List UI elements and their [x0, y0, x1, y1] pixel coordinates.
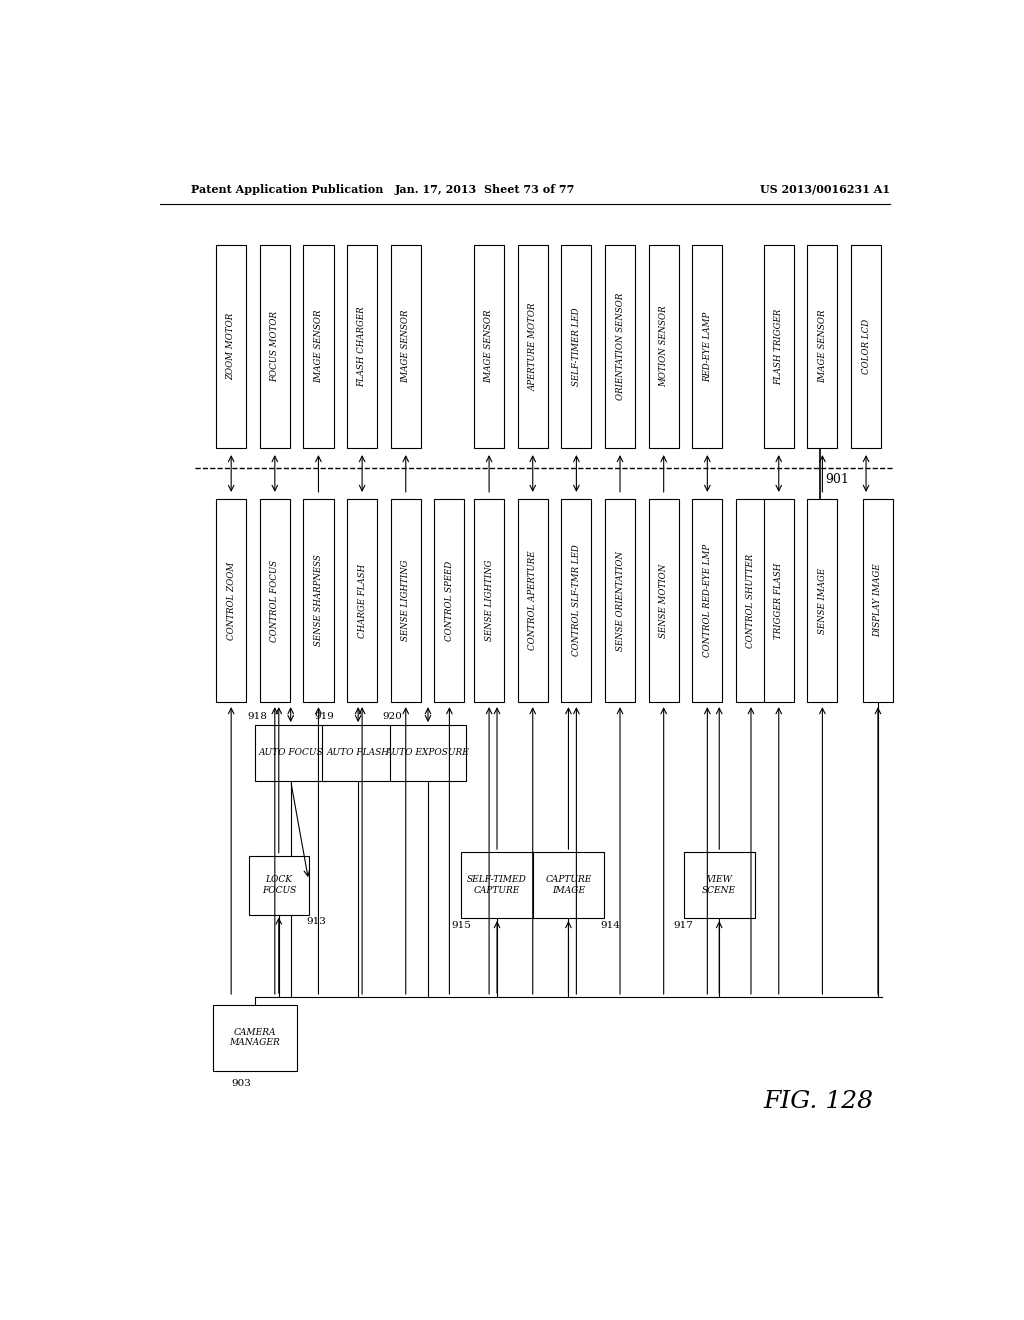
Text: CONTROL SLF-TMR LED: CONTROL SLF-TMR LED	[571, 545, 581, 656]
Text: Patent Application Publication: Patent Application Publication	[191, 183, 384, 195]
Text: MOTION SENSOR: MOTION SENSOR	[659, 306, 669, 387]
FancyBboxPatch shape	[648, 244, 679, 447]
FancyBboxPatch shape	[347, 499, 377, 702]
FancyBboxPatch shape	[807, 244, 838, 447]
Text: IMAGE SENSOR: IMAGE SENSOR	[314, 310, 323, 383]
FancyBboxPatch shape	[474, 244, 504, 447]
FancyBboxPatch shape	[216, 499, 246, 702]
Text: CHARGE FLASH: CHARGE FLASH	[357, 564, 367, 638]
Text: 917: 917	[673, 921, 693, 929]
Text: AUTO FLASH: AUTO FLASH	[327, 748, 390, 758]
Text: 919: 919	[314, 713, 335, 722]
Text: 914: 914	[600, 921, 621, 929]
FancyBboxPatch shape	[764, 244, 794, 447]
Text: APERTURE MOTOR: APERTURE MOTOR	[528, 302, 538, 391]
Text: 918: 918	[247, 713, 267, 722]
FancyBboxPatch shape	[303, 244, 334, 447]
FancyBboxPatch shape	[347, 244, 377, 447]
FancyBboxPatch shape	[863, 499, 893, 702]
Text: ORIENTATION SENSOR: ORIENTATION SENSOR	[615, 293, 625, 400]
FancyBboxPatch shape	[518, 244, 548, 447]
Text: VIEW
SCENE: VIEW SCENE	[702, 875, 736, 895]
FancyBboxPatch shape	[605, 244, 635, 447]
FancyBboxPatch shape	[807, 499, 838, 702]
FancyBboxPatch shape	[736, 499, 766, 702]
FancyBboxPatch shape	[213, 1005, 297, 1071]
Text: CONTROL FOCUS: CONTROL FOCUS	[270, 560, 280, 642]
Text: US 2013/0016231 A1: US 2013/0016231 A1	[760, 183, 890, 195]
Text: SENSE IMAGE: SENSE IMAGE	[818, 568, 827, 634]
Text: AUTO FOCUS: AUTO FOCUS	[258, 748, 323, 758]
FancyBboxPatch shape	[518, 499, 548, 702]
Text: CONTROL SHUTTER: CONTROL SHUTTER	[746, 553, 756, 648]
Text: DISPLAY IMAGE: DISPLAY IMAGE	[873, 564, 883, 638]
Text: 903: 903	[231, 1080, 251, 1089]
Text: SENSE LIGHTING: SENSE LIGHTING	[484, 560, 494, 642]
Text: CONTROL ZOOM: CONTROL ZOOM	[226, 561, 236, 640]
Text: CAMERA
MANAGER: CAMERA MANAGER	[229, 1028, 281, 1047]
Text: SENSE ORIENTATION: SENSE ORIENTATION	[615, 550, 625, 651]
FancyBboxPatch shape	[648, 499, 679, 702]
FancyBboxPatch shape	[391, 499, 421, 702]
FancyBboxPatch shape	[323, 725, 394, 781]
Text: CONTROL APERTURE: CONTROL APERTURE	[528, 550, 538, 651]
FancyBboxPatch shape	[303, 499, 334, 702]
Text: CONTROL SPEED: CONTROL SPEED	[444, 561, 454, 640]
Text: IMAGE SENSOR: IMAGE SENSOR	[401, 310, 411, 383]
Text: ZOOM MOTOR: ZOOM MOTOR	[226, 313, 236, 380]
FancyBboxPatch shape	[216, 244, 246, 447]
Text: FIG. 128: FIG. 128	[763, 1090, 872, 1113]
FancyBboxPatch shape	[255, 725, 327, 781]
FancyBboxPatch shape	[764, 499, 794, 702]
FancyBboxPatch shape	[260, 499, 290, 702]
Text: 913: 913	[306, 917, 327, 925]
Text: RED-EYE LAMP: RED-EYE LAMP	[702, 312, 712, 381]
Text: SENSE MOTION: SENSE MOTION	[659, 564, 669, 638]
FancyBboxPatch shape	[390, 725, 466, 781]
FancyBboxPatch shape	[434, 499, 465, 702]
FancyBboxPatch shape	[851, 244, 881, 447]
Text: 901: 901	[824, 473, 849, 486]
FancyBboxPatch shape	[260, 244, 290, 447]
Text: CAPTURE
IMAGE: CAPTURE IMAGE	[545, 875, 592, 895]
Text: AUTO EXPOSURE: AUTO EXPOSURE	[386, 748, 470, 758]
FancyBboxPatch shape	[692, 244, 722, 447]
Text: 915: 915	[451, 921, 471, 929]
Text: IMAGE SENSOR: IMAGE SENSOR	[818, 310, 827, 383]
FancyBboxPatch shape	[684, 853, 755, 919]
FancyBboxPatch shape	[561, 244, 592, 447]
Text: CONTROL RED-EYE LMP: CONTROL RED-EYE LMP	[702, 544, 712, 657]
FancyBboxPatch shape	[474, 499, 504, 702]
Text: LOCK
FOCUS: LOCK FOCUS	[262, 875, 296, 895]
Text: SENSE LIGHTING: SENSE LIGHTING	[401, 560, 411, 642]
Text: Jan. 17, 2013  Sheet 73 of 77: Jan. 17, 2013 Sheet 73 of 77	[395, 183, 575, 195]
FancyBboxPatch shape	[692, 499, 722, 702]
FancyBboxPatch shape	[249, 855, 308, 915]
Text: TRIGGER FLASH: TRIGGER FLASH	[774, 562, 783, 639]
FancyBboxPatch shape	[561, 499, 592, 702]
Text: FLASH CHARGER: FLASH CHARGER	[357, 306, 367, 387]
Text: SELF-TIMER LED: SELF-TIMER LED	[571, 308, 581, 385]
Text: 920: 920	[382, 713, 401, 722]
Text: IMAGE SENSOR: IMAGE SENSOR	[484, 310, 494, 383]
Text: FLASH TRIGGER: FLASH TRIGGER	[774, 309, 783, 384]
FancyBboxPatch shape	[532, 853, 604, 919]
Text: FOCUS MOTOR: FOCUS MOTOR	[270, 312, 280, 381]
Text: SENSE SHARPNESS: SENSE SHARPNESS	[314, 554, 323, 647]
FancyBboxPatch shape	[462, 853, 532, 919]
Text: COLOR LCD: COLOR LCD	[861, 319, 870, 374]
Text: SELF-TIMED
CAPTURE: SELF-TIMED CAPTURE	[467, 875, 527, 895]
FancyBboxPatch shape	[605, 499, 635, 702]
FancyBboxPatch shape	[391, 244, 421, 447]
